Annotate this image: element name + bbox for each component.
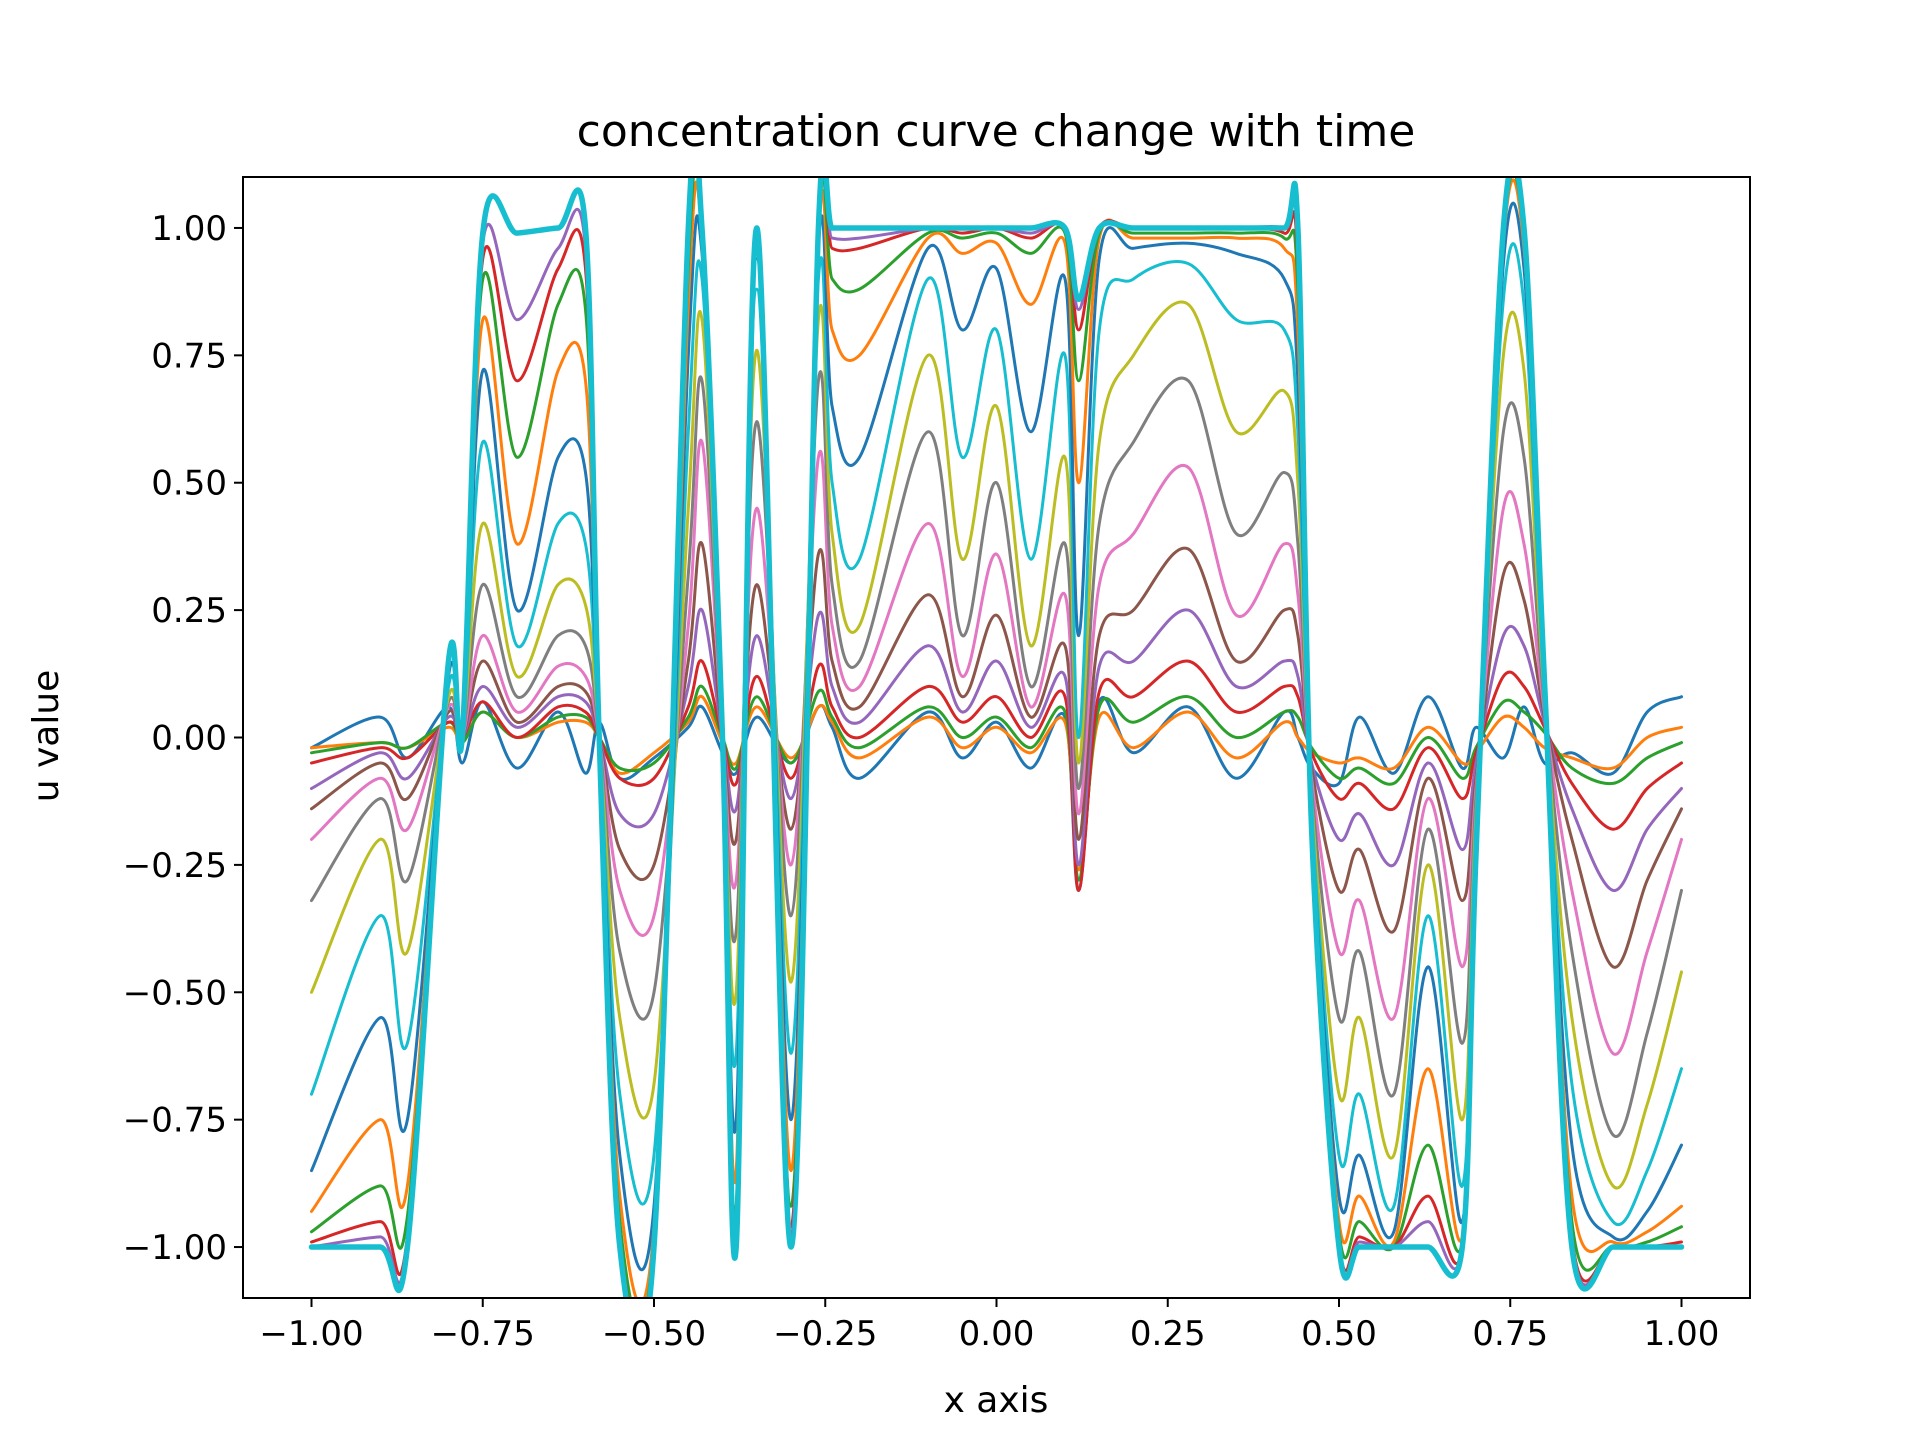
axis-ticks: −1.00 −0.75 −0.50 −0.25 0.00 0.25 0.50 0.75 1.00… (123, 209, 1720, 1354)
y-tick-label: 0.00 (151, 719, 227, 759)
x-tick-label: 1.00 (1644, 1314, 1720, 1354)
x-tick-label: 0.50 (1301, 1314, 1377, 1354)
x-tick-label: 0.25 (1130, 1314, 1206, 1354)
plot-frame (242, 176, 1751, 1299)
series-line-7 (310, 438, 1683, 1056)
y-tick-label: 0.75 (151, 336, 227, 376)
chart-title: concentration curve change with time (577, 106, 1416, 157)
series-group (308, 177, 1685, 1298)
y-tick-label: 0.50 (151, 464, 227, 504)
x-tick-label: 0.75 (1472, 1314, 1548, 1354)
x-tick-label: −0.25 (773, 1314, 877, 1354)
x-tick-label: 0.00 (959, 1314, 1035, 1354)
x-tick-label: −0.50 (602, 1314, 706, 1354)
y-tick-label: −0.50 (123, 973, 227, 1013)
series-line-3 (310, 684, 1683, 882)
series-line-2 (310, 694, 1683, 872)
x-axis-label: x axis (944, 1380, 1049, 1421)
y-tick-label: −0.75 (123, 1101, 227, 1141)
x-tick-label: −0.75 (431, 1314, 535, 1354)
y-axis-label: u value (26, 670, 67, 803)
x-tick-label: −1.00 (259, 1314, 363, 1354)
series-line-8 (310, 370, 1683, 1139)
series-line-10 (310, 242, 1683, 1226)
series-line-4 (310, 659, 1683, 892)
series-line-16 (308, 177, 1685, 1298)
y-tick-label: −1.00 (123, 1228, 227, 1268)
y-tick-label: 1.00 (151, 209, 227, 249)
y-tick-label: 0.25 (151, 591, 227, 631)
y-tick-label: −0.25 (123, 846, 227, 886)
